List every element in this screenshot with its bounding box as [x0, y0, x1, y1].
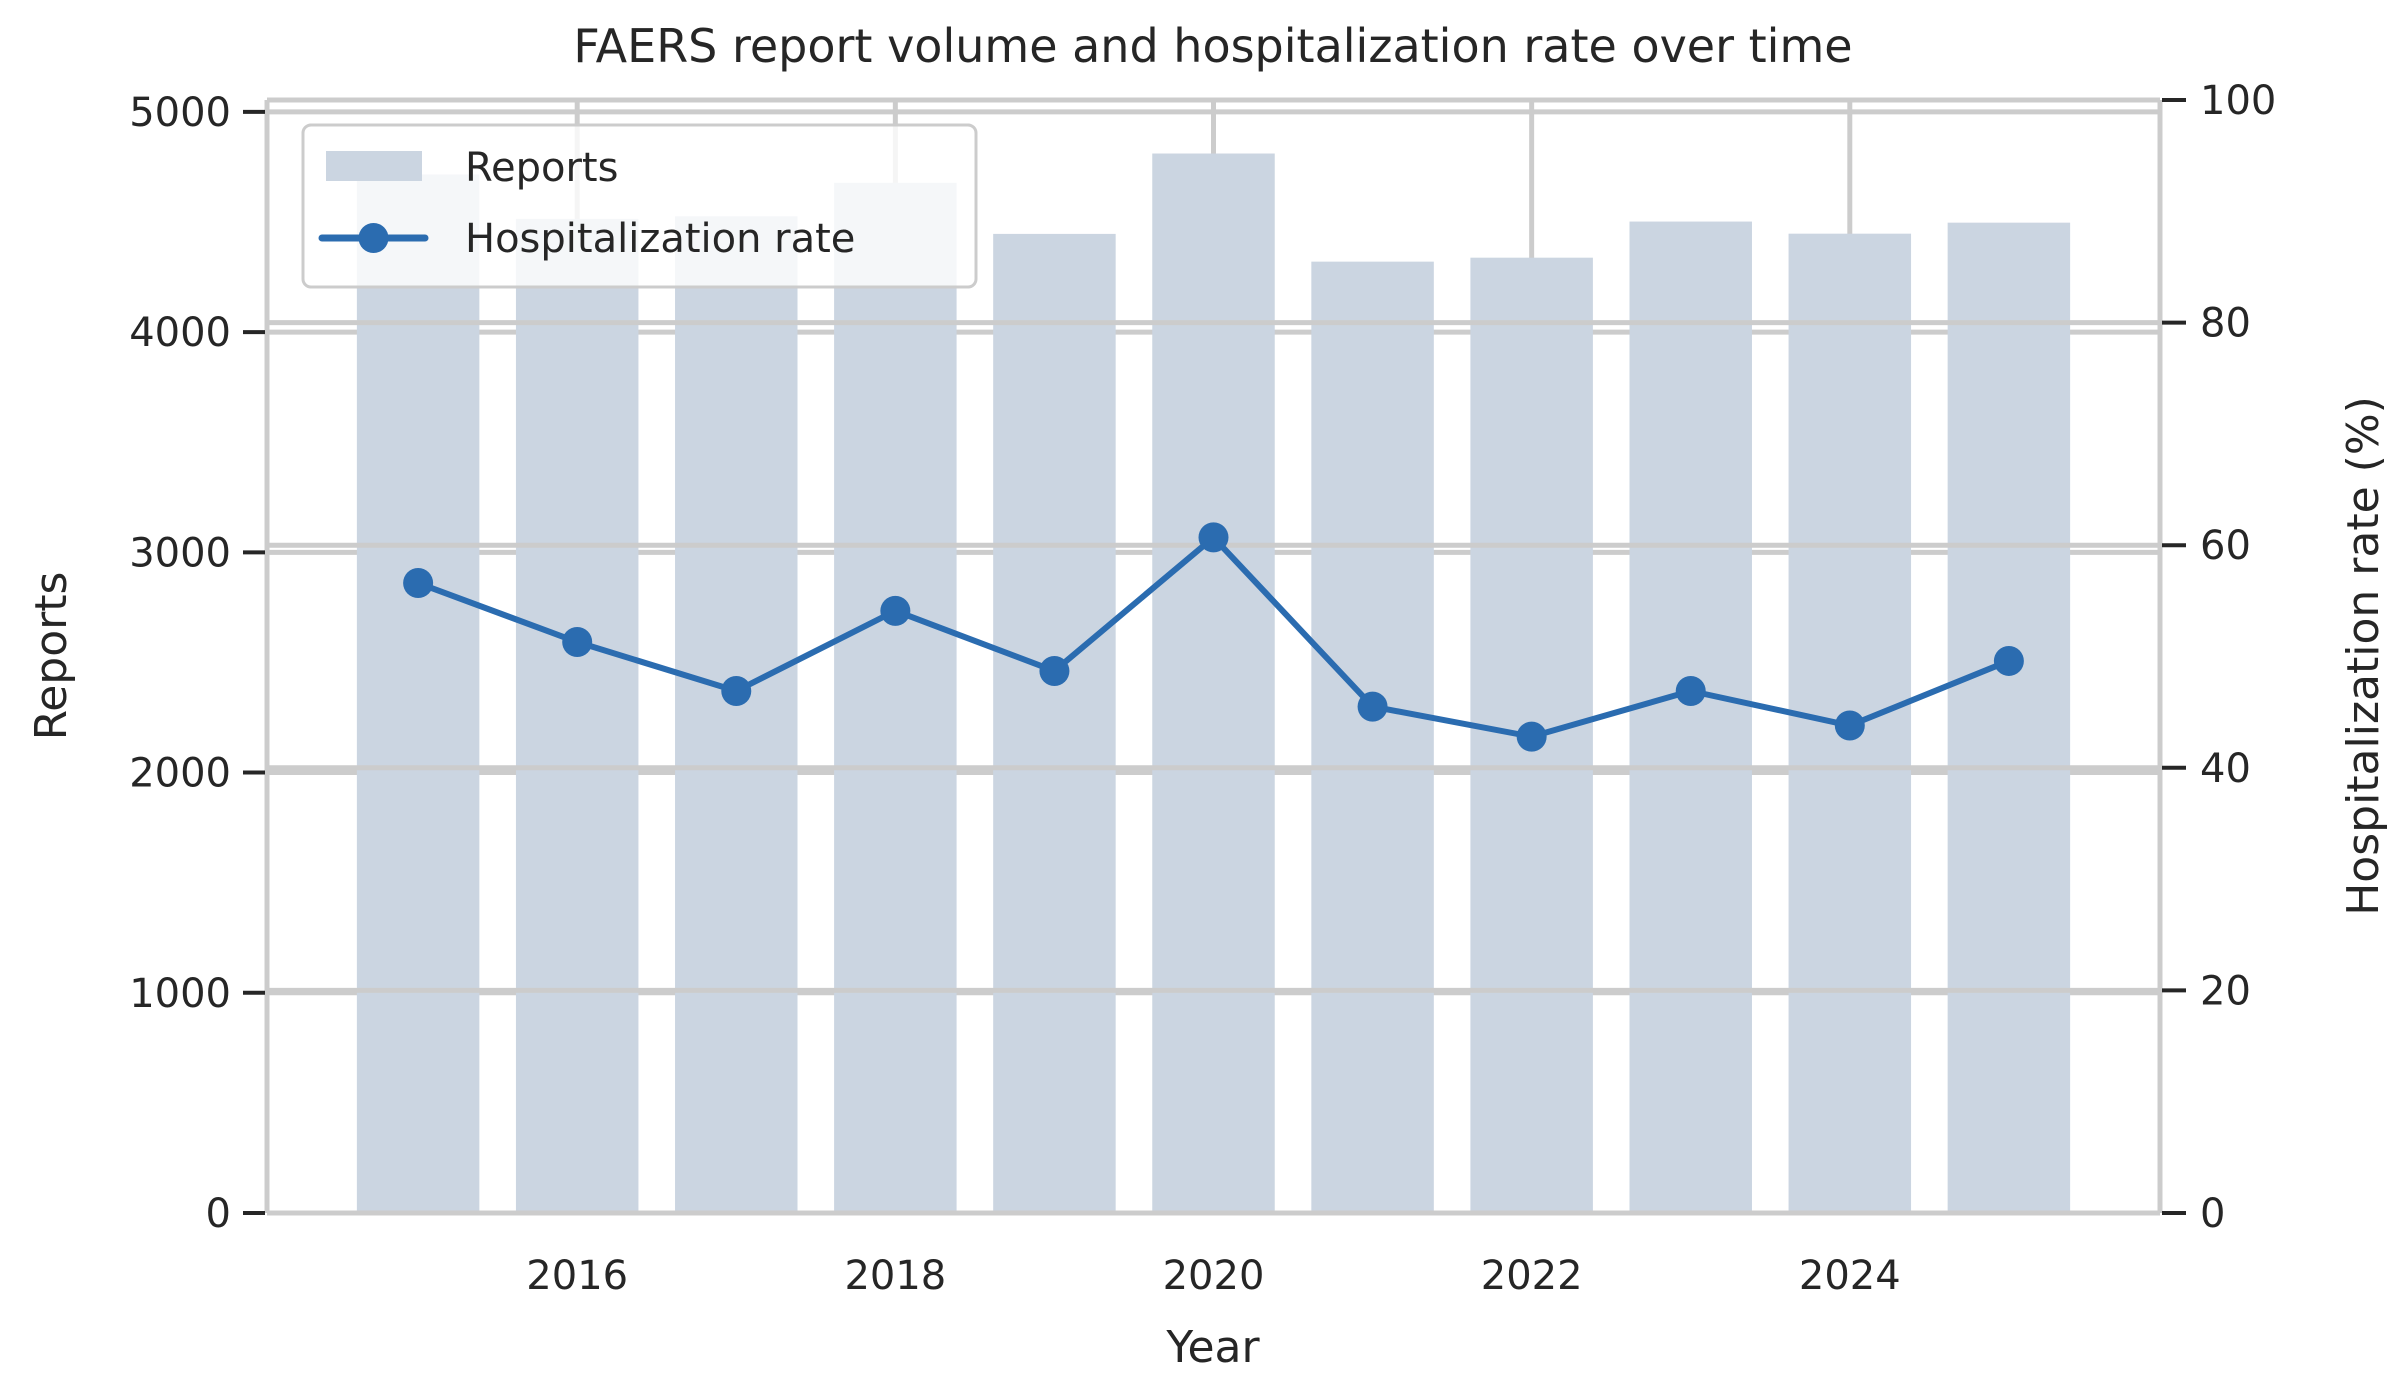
bar-2018 — [834, 182, 957, 1213]
legend-label-reports: Reports — [465, 145, 618, 191]
bar-2023 — [1629, 221, 1752, 1214]
y-tick-label: 5000 — [129, 90, 231, 136]
bar-2021 — [1311, 261, 1434, 1213]
y-tick-label: 3000 — [129, 530, 231, 576]
x-tick-label: 2020 — [1163, 1253, 1265, 1299]
legend-swatch-reports — [326, 151, 422, 181]
y2-axis-label: Hospitalization rate (%) — [2338, 396, 2389, 916]
marker-2025 — [1993, 645, 2024, 676]
marker-2021 — [1357, 691, 1388, 722]
marker-2024 — [1834, 710, 1865, 741]
legend-box — [301, 123, 978, 289]
marker-2022 — [1516, 721, 1547, 752]
bar-2025 — [1947, 222, 2071, 1213]
y2-tick-label: 100 — [2200, 78, 2276, 124]
y-tick-label: 1000 — [129, 971, 231, 1017]
marker-2020 — [1198, 522, 1229, 553]
hospitalization-line — [403, 522, 2024, 752]
marker-2015 — [403, 568, 434, 599]
y-tick-label: 0 — [206, 1191, 231, 1237]
marker-2016 — [562, 627, 593, 658]
y2-tick-label: 40 — [2200, 746, 2251, 792]
x-tick-label: 2022 — [1481, 1253, 1583, 1299]
marker-2017 — [721, 676, 752, 707]
bar-2020 — [1152, 153, 1275, 1213]
ticks: 0 1000 2000 3000 4000 5000 0 20 40 60 80 100 2016 201… — [129, 78, 2276, 1299]
spines — [264, 97, 2163, 1216]
bar-2016 — [515, 218, 639, 1213]
marker-2023 — [1675, 676, 1706, 707]
x-axis-label: Year — [1165, 1322, 1260, 1373]
y2-tick-label: 60 — [2200, 523, 2251, 569]
legend-label-hospitalization-rate: Hospitalization rate — [465, 216, 855, 262]
bars — [356, 153, 2071, 1214]
legend: Reports Hospitalization rate — [301, 123, 978, 289]
x-tick-label: 2024 — [1799, 1253, 1901, 1299]
bar-2019 — [993, 233, 1116, 1214]
x-tick-label: 2018 — [844, 1253, 946, 1299]
marker-2018 — [880, 595, 911, 626]
y-tick-label: 2000 — [129, 751, 231, 797]
x-tick-label: 2016 — [526, 1253, 628, 1299]
marker-2019 — [1039, 655, 1070, 686]
bar-2015 — [356, 174, 480, 1213]
chart-title: FAERS report volume and hospitalization … — [573, 19, 1852, 73]
bar-2017 — [675, 216, 798, 1214]
legend-swatch-marker — [358, 223, 389, 253]
y2-tick-label: 0 — [2200, 1191, 2225, 1237]
y-tick-label: 4000 — [129, 310, 231, 356]
y-axis-label: Reports — [26, 572, 77, 741]
y2-tick-label: 80 — [2200, 301, 2251, 347]
y2-tick-label: 20 — [2200, 968, 2251, 1014]
